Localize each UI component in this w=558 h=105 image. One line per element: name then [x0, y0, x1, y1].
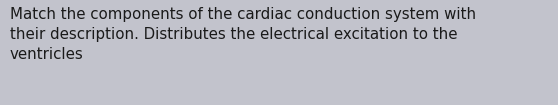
- Text: Match the components of the cardiac conduction system with
their description. Di: Match the components of the cardiac cond…: [10, 7, 476, 62]
